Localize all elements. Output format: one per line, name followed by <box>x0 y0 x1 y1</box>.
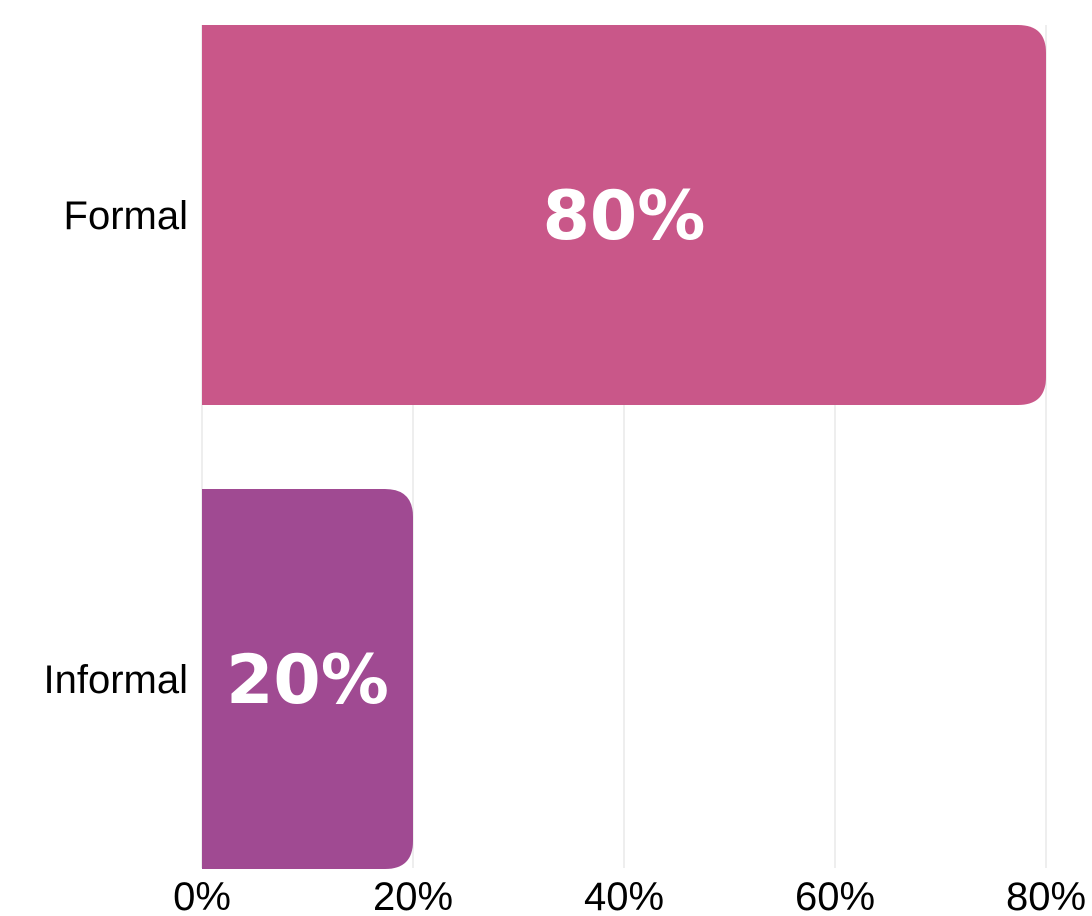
x-tick-label: 80% <box>1006 875 1086 916</box>
data-label-formal: 80% <box>543 177 706 256</box>
x-tick-label: 0% <box>173 875 231 916</box>
data-label-informal: 20% <box>226 641 389 720</box>
category-label-informal: Informal <box>44 658 189 702</box>
x-axis-tick-labels: 0% 20% 40% 60% 80% <box>173 875 1086 916</box>
x-tick-label: 40% <box>584 875 664 916</box>
category-label-formal: Formal <box>64 194 188 238</box>
x-tick-label: 20% <box>373 875 453 916</box>
bar-informal <box>202 489 413 869</box>
bars <box>202 25 1046 869</box>
bar-formal <box>202 25 1046 405</box>
x-tick-label: 60% <box>795 875 875 916</box>
category-labels: Formal Informal <box>44 194 189 702</box>
data-labels: 80% 20% <box>226 177 705 720</box>
